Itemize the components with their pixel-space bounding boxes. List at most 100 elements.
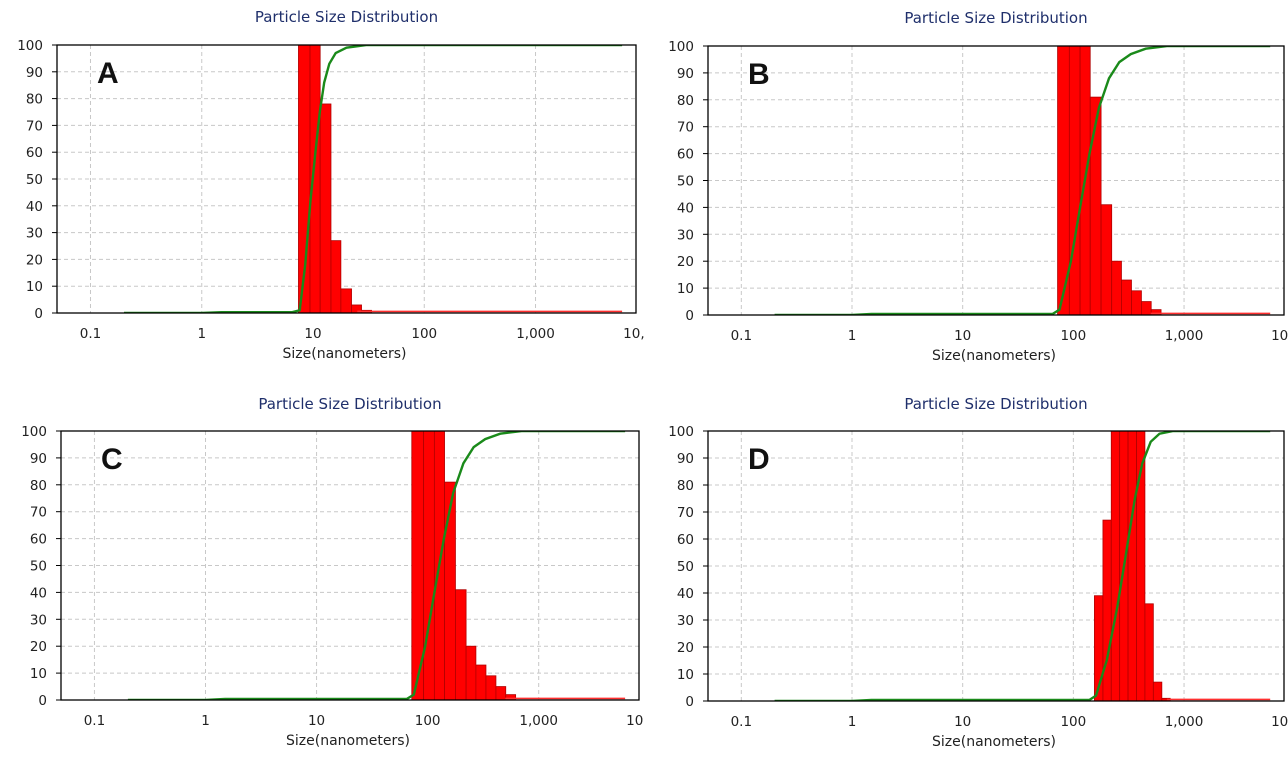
chart-b-title: Particle Size Distribution bbox=[904, 9, 1087, 27]
chart-c-xtick-label: 1,000 bbox=[519, 713, 558, 729]
chart-a-ytick-label: 50 bbox=[26, 172, 43, 188]
chart-a-xtick-label: 1 bbox=[197, 326, 206, 342]
chart-c-ytick-label: 50 bbox=[30, 559, 47, 575]
chart-d-xtick-label: 1 bbox=[848, 714, 857, 730]
chart-d-xtick-label: 10 bbox=[954, 714, 971, 730]
chart-c-xtick-label: 10,000 bbox=[626, 713, 644, 729]
chart-b: Particle Size Distribution 0 10 20 30 40 50 60 7… bbox=[668, 9, 1288, 364]
chart-d-x-axis-label: Size(nanometers) bbox=[932, 734, 1056, 750]
chart-b-bar bbox=[1111, 260, 1122, 315]
chart-d-ytick-label: 0 bbox=[685, 694, 694, 710]
chart-c-ytick-label: 100 bbox=[21, 424, 47, 440]
chart-d-ytick-label: 50 bbox=[677, 559, 694, 575]
chart-c-xtick-label: 100 bbox=[415, 713, 441, 729]
chart-d-xtick-label: 10,000 bbox=[1271, 714, 1288, 730]
chart-a-panel-letter: A bbox=[97, 57, 119, 90]
chart-b-bar bbox=[1141, 301, 1152, 315]
chart-c-x-axis-label: Size(nanometers) bbox=[286, 733, 410, 749]
chart-b-plot-area bbox=[774, 46, 1271, 315]
chart-a-cumulative-line bbox=[124, 45, 623, 313]
chart-d: Particle Size Distribution 0 10 20 30 40 50 60 7… bbox=[668, 395, 1288, 750]
chart-a-bar bbox=[330, 240, 342, 313]
chart-c-ytick-label: 0 bbox=[38, 693, 47, 709]
chart-a-ytick-label: 60 bbox=[26, 145, 43, 161]
chart-c-ytick-label: 20 bbox=[30, 639, 47, 655]
chart-c-bar bbox=[485, 675, 497, 700]
chart-b-ytick-label: 80 bbox=[677, 93, 694, 109]
chart-c-xtick-label: 1 bbox=[201, 713, 210, 729]
chart-d-ytick-label: 40 bbox=[677, 586, 694, 602]
panel-d: Particle Size Distribution 0 10 20 30 40 50 60 7… bbox=[644, 376, 1288, 753]
chart-a-ytick-label: 100 bbox=[17, 38, 43, 54]
chart-c-ytick-label: 30 bbox=[30, 612, 47, 628]
chart-b-ytick-label: 0 bbox=[685, 308, 694, 324]
chart-c-ytick-label: 70 bbox=[30, 505, 47, 521]
chart-d-ytick-label: 90 bbox=[677, 451, 694, 467]
chart-a-ytick-label: 30 bbox=[26, 226, 43, 242]
chart-b-xtick-label: 0.1 bbox=[731, 328, 752, 344]
chart-c-panel-letter: C bbox=[101, 443, 123, 476]
chart-b-xtick-label: 100 bbox=[1060, 328, 1086, 344]
chart-a-ytick-label: 90 bbox=[26, 65, 43, 81]
chart-a-xtick-label: 1,000 bbox=[516, 326, 555, 342]
chart-b-ytick-label: 50 bbox=[677, 174, 694, 190]
chart-c-bar bbox=[455, 589, 467, 700]
chart-d-ytick-label: 80 bbox=[677, 478, 694, 494]
chart-b-x-axis-label: Size(nanometers) bbox=[932, 348, 1056, 364]
chart-c-bar bbox=[465, 645, 477, 700]
chart-c-ytick-label: 60 bbox=[30, 532, 47, 548]
chart-c: Particle Size Distribution 0 10 20 30 40 50 60 7… bbox=[21, 395, 673, 749]
chart-b-panel-letter: B bbox=[748, 58, 770, 91]
chart-a-title: Particle Size Distribution bbox=[255, 8, 438, 26]
chart-a-ytick-label: 20 bbox=[26, 252, 43, 268]
chart-a-xtick-label: 10,000 bbox=[623, 326, 644, 342]
chart-d-bar bbox=[1127, 431, 1137, 701]
chart-b-ytick-label: 90 bbox=[677, 66, 694, 82]
chart-a-xtick-label: 0.1 bbox=[80, 326, 101, 342]
chart-c-cumulative-line bbox=[127, 431, 626, 700]
chart-a: Particle Size Distribution 0 10 20 30 40 50 60 7… bbox=[17, 8, 670, 362]
chart-d-ytick-label: 10 bbox=[677, 667, 694, 683]
chart-d-bar bbox=[1152, 681, 1163, 701]
chart-d-ytick-label: 100 bbox=[668, 424, 694, 440]
chart-a-ytick-label: 70 bbox=[26, 118, 43, 134]
chart-b-bar bbox=[1100, 204, 1113, 315]
panel-b: Particle Size Distribution 0 10 20 30 40 50 60 7… bbox=[644, 0, 1288, 376]
chart-b-xtick-label: 1,000 bbox=[1165, 328, 1204, 344]
chart-c-ytick-label: 10 bbox=[30, 666, 47, 682]
panel-a: Particle Size Distribution 0 10 20 30 40 50 60 7… bbox=[0, 0, 670, 376]
chart-a-bar bbox=[319, 103, 332, 313]
chart-b-ytick-label: 70 bbox=[677, 120, 694, 136]
chart-c-ytick-label: 90 bbox=[30, 451, 47, 467]
chart-d-xtick-label: 100 bbox=[1060, 714, 1086, 730]
chart-b-ytick-label: 10 bbox=[677, 281, 694, 297]
chart-b-xtick-label: 10,000 bbox=[1271, 328, 1288, 344]
chart-b-bar bbox=[1089, 96, 1102, 315]
chart-a-plot-area bbox=[124, 45, 623, 313]
chart-a-ytick-label: 0 bbox=[34, 306, 43, 322]
chart-b-ytick-label: 40 bbox=[677, 200, 694, 216]
chart-d-cumulative-line bbox=[774, 431, 1271, 701]
chart-c-bar bbox=[444, 481, 456, 700]
chart-c-ytick-label: 40 bbox=[30, 585, 47, 601]
chart-a-ytick-label: 80 bbox=[26, 92, 43, 108]
chart-a-ytick-label: 40 bbox=[26, 199, 43, 215]
chart-c-xtick-label: 0.1 bbox=[84, 713, 105, 729]
chart-d-bar bbox=[1110, 431, 1121, 701]
chart-b-ytick-label: 100 bbox=[668, 39, 694, 55]
chart-d-ytick-label: 20 bbox=[677, 640, 694, 656]
chart-d-plot-area bbox=[774, 431, 1271, 701]
chart-b-ytick-label: 20 bbox=[677, 254, 694, 270]
chart-d-ytick-label: 30 bbox=[677, 613, 694, 629]
chart-c-bar bbox=[495, 686, 507, 700]
chart-a-xtick-label: 100 bbox=[411, 326, 437, 342]
chart-c-bar bbox=[423, 431, 435, 700]
chart-b-bar bbox=[1131, 290, 1142, 315]
chart-d-xtick-label: 0.1 bbox=[731, 714, 752, 730]
chart-c-xtick-label: 10 bbox=[308, 713, 325, 729]
chart-d-bar bbox=[1136, 431, 1146, 701]
chart-d-ytick-label: 70 bbox=[677, 505, 694, 521]
chart-d-ytick-label: 60 bbox=[677, 532, 694, 548]
chart-b-bar bbox=[1068, 46, 1081, 315]
chart-c-ytick-label: 80 bbox=[30, 478, 47, 494]
